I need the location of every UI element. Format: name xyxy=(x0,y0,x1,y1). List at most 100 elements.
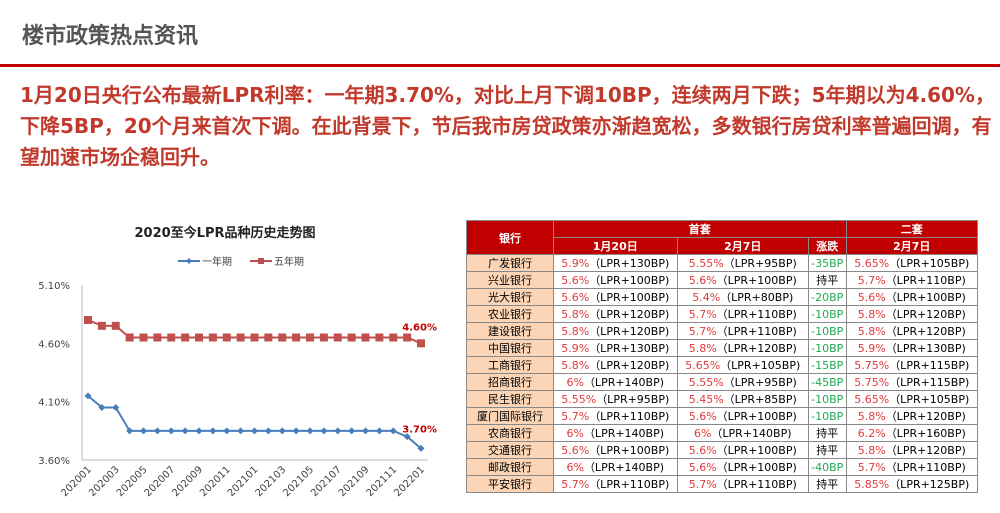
data-point xyxy=(292,333,301,342)
bank-cell: 民生银行 xyxy=(466,390,554,408)
table-row: 建设银行 5.8%（LPR+120BP) 5.7%（LPR+110BP) -10BP 5… xyxy=(466,322,979,340)
lpr-line-chart: 2020至今LPR品种历史走势图5.10%4.60%4.10%3.60%2020… xyxy=(38,225,437,499)
header-second-home: 二套 xyxy=(845,220,979,238)
second-feb7-cell: 5.85%（LPR+125BP) xyxy=(845,475,979,493)
data-point xyxy=(181,427,189,435)
legend-label: 五年期 xyxy=(274,255,304,268)
data-point xyxy=(237,427,245,435)
feb7-cell: 5.7%（LPR+110BP) xyxy=(676,322,809,340)
change-cell: -10BP xyxy=(807,407,847,425)
page-title: 楼市政策热点资讯 xyxy=(22,24,199,49)
rate: 6.2% xyxy=(857,427,886,440)
data-point xyxy=(278,333,287,342)
feb7-cell: 5.8%（LPR+120BP) xyxy=(676,339,809,357)
legend-marker xyxy=(186,258,192,264)
data-point xyxy=(222,333,231,342)
rate: 5.8% xyxy=(857,410,886,423)
spread: （LPR+85BP) xyxy=(723,393,797,406)
table-row: 农商银行 6%（LPR+140BP) 6%（LPR+140BP) 持平 6.2%（LPR… xyxy=(466,424,979,442)
spread: （LPR+160BP) xyxy=(885,427,966,440)
rate: 6% xyxy=(566,376,584,389)
jan20-cell: 5.9%（LPR+130BP) xyxy=(553,339,678,357)
jan20-cell: 5.6%（LPR+100BP) xyxy=(553,441,678,459)
table-row: 邮政银行 6%（LPR+140BP) 5.6%（LPR+100BP) -40BP 5.7… xyxy=(466,458,979,476)
data-point xyxy=(125,333,134,342)
rate: 5.7% xyxy=(857,274,886,287)
jan20-cell: 5.8%（LPR+120BP) xyxy=(553,356,678,374)
bank-name: 中国银行 xyxy=(488,342,532,355)
rate: 5.9% xyxy=(561,257,590,270)
change: 持平 xyxy=(816,427,839,440)
change: -15BP xyxy=(811,358,844,372)
data-point xyxy=(403,333,412,342)
spread: （LPR+95BP) xyxy=(723,257,797,270)
data-point xyxy=(389,333,398,342)
data-point xyxy=(208,333,217,342)
spread: （LPR+120BP) xyxy=(716,342,797,355)
feb7-cell: 5.7%（LPR+110BP) xyxy=(676,475,809,493)
bank-cell: 光大银行 xyxy=(466,288,554,306)
data-point xyxy=(361,333,370,342)
table-row: 招商银行 6%（LPR+140BP) 5.55%（LPR+95BP) -45BP 5.7… xyxy=(466,373,979,391)
change: -10BP xyxy=(811,307,844,321)
header-change: 涨跌 xyxy=(807,237,847,255)
spread: （LPR+120BP) xyxy=(589,359,670,372)
feb7-cell: 5.7%（LPR+110BP) xyxy=(676,305,809,323)
jan20-cell: 5.7%（LPR+110BP) xyxy=(553,475,678,493)
change: -35BP xyxy=(811,256,844,270)
data-point xyxy=(97,321,106,330)
data-point xyxy=(251,427,258,435)
data-point xyxy=(375,333,384,342)
change-cell: 持平 xyxy=(807,475,847,493)
change-cell: 持平 xyxy=(807,441,847,459)
change: 持平 xyxy=(816,478,839,491)
spread: （LPR+110BP) xyxy=(885,461,966,474)
rate: 5.8% xyxy=(561,325,590,338)
data-point xyxy=(292,427,300,435)
rate: 5.6% xyxy=(561,444,590,457)
jan20-cell: 5.7%（LPR+110BP) xyxy=(553,407,678,425)
rate: 5.8% xyxy=(857,325,886,338)
change-cell: -35BP xyxy=(807,254,847,272)
change: -45BP xyxy=(811,375,844,389)
data-point xyxy=(167,333,176,342)
change-cell: -10BP xyxy=(807,339,847,357)
data-point xyxy=(319,333,328,342)
data-point xyxy=(223,427,231,435)
feb7-cell: 5.6%（LPR+100BP) xyxy=(676,271,809,289)
change: 持平 xyxy=(816,274,839,287)
data-point xyxy=(334,427,342,435)
bank-name: 交通银行 xyxy=(488,444,532,457)
spread: （LPR+110BP) xyxy=(716,308,797,321)
spread: （LPR+100BP) xyxy=(589,444,670,457)
spread: （LPR+140BP) xyxy=(583,376,665,389)
y-tick-label: 5.10% xyxy=(38,281,70,292)
data-point xyxy=(348,427,356,435)
bank-name: 民生银行 xyxy=(488,393,532,406)
y-tick-label: 4.10% xyxy=(38,398,70,409)
change: -10BP xyxy=(811,392,844,406)
bank-cell: 建设银行 xyxy=(466,322,554,340)
bank-cell: 工商银行 xyxy=(466,356,554,374)
rate: 5.6% xyxy=(688,274,717,287)
second-feb7-cell: 5.75%（LPR+115BP) xyxy=(845,356,979,374)
data-point xyxy=(347,333,356,342)
legend-label: 一年期 xyxy=(202,255,232,268)
data-point xyxy=(167,427,175,435)
series-line-0 xyxy=(87,395,422,450)
feb7-cell: 5.65%（LPR+105BP) xyxy=(676,356,809,374)
change: 持平 xyxy=(816,444,839,457)
spread: （LPR+100BP) xyxy=(589,274,670,287)
bank-name: 邮政银行 xyxy=(488,461,532,474)
data-point xyxy=(389,427,397,435)
change-cell: 持平 xyxy=(807,424,847,442)
legend-marker xyxy=(258,258,264,264)
spread: （LPR+95BP) xyxy=(596,393,670,406)
jan20-cell: 5.6%（LPR+100BP) xyxy=(553,288,678,306)
data-point xyxy=(139,333,148,342)
rate: 5.65% xyxy=(854,257,890,270)
jan20-cell: 5.8%（LPR+120BP) xyxy=(553,305,678,323)
spread: （LPR+100BP) xyxy=(716,410,797,423)
data-point xyxy=(84,316,92,324)
spread: （LPR+105BP) xyxy=(720,359,801,372)
